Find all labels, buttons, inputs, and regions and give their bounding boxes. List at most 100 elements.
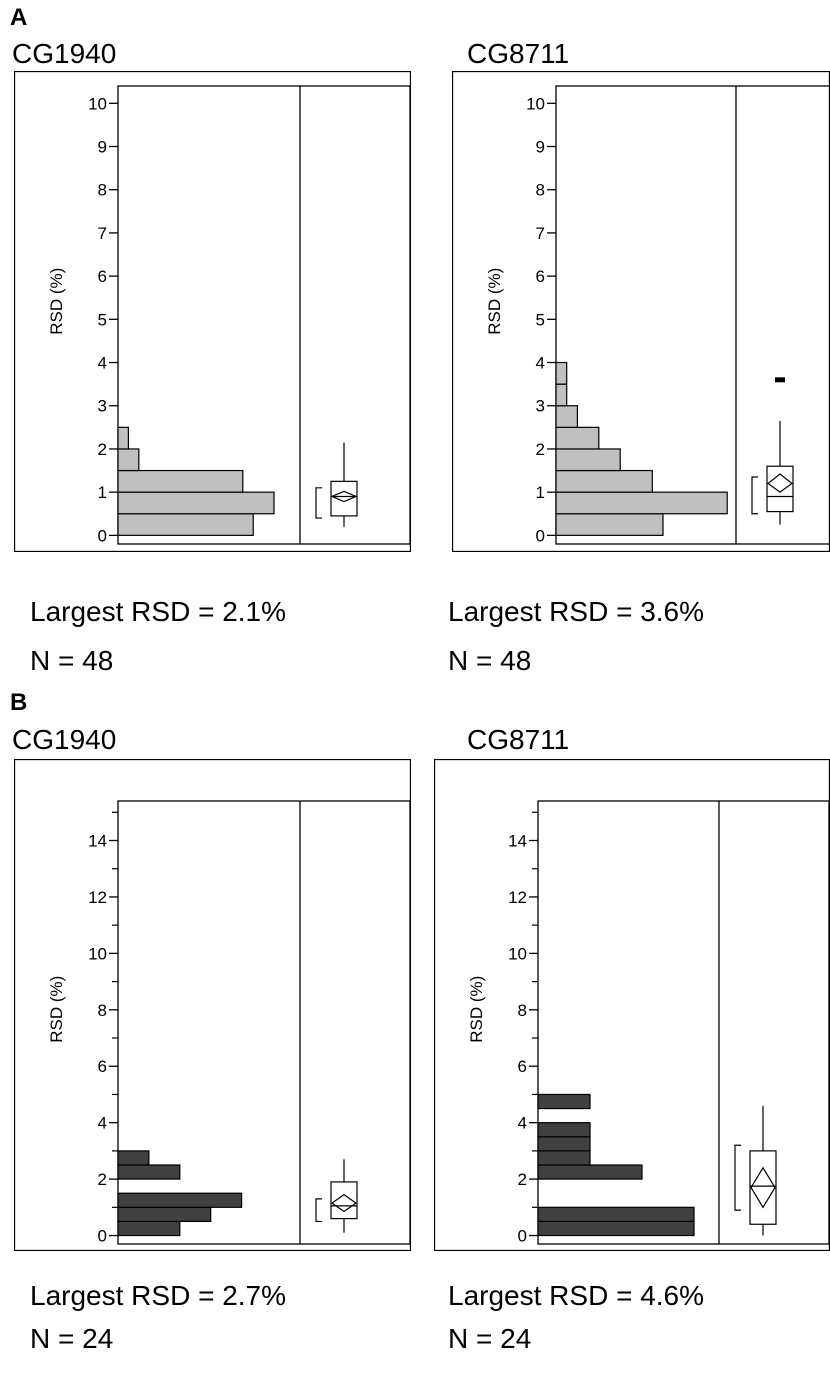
histogram-bar — [117, 426, 129, 450]
y-tick-label: 10 — [526, 94, 545, 113]
histogram-bar — [117, 513, 254, 536]
plot-frame — [117, 800, 411, 1245]
box-iqr — [330, 480, 358, 517]
y-tick-label: 1 — [98, 483, 107, 502]
y-tick-label: 4 — [98, 1114, 107, 1133]
largest-rsd-label: Largest RSD = 4.6% — [448, 1280, 705, 1311]
outer-frame — [14, 759, 411, 1251]
y-tick-label: 7 — [98, 224, 107, 243]
y-tick-label: 2 — [536, 440, 545, 459]
largest-rsd-label: Largest RSD = 2.7% — [30, 1280, 287, 1311]
chart-title: CG8711 — [467, 38, 570, 69]
mean-diamond — [767, 473, 793, 493]
histogram-bar — [537, 1206, 695, 1223]
outlier-mark — [775, 377, 785, 383]
largest-rsd-label: Largest RSD = 2.1% — [30, 596, 287, 627]
histogram-boxplot-chart: 0 2 4 6 8 10 12 14 RSD (%) — [434, 759, 830, 1251]
histogram-boxplot-chart: 0 1 2 3 4 5 6 7 8 9 10 RSD (%) — [14, 71, 411, 552]
histogram-bar — [555, 513, 664, 536]
histogram-bar — [117, 1220, 181, 1237]
histogram-bar — [555, 448, 621, 472]
histogram-bar — [537, 1220, 695, 1237]
shortest-half-bracket — [315, 1198, 322, 1223]
y-axis-label: RSD (%) — [485, 268, 504, 335]
histogram-bar — [555, 426, 600, 450]
y-tick-label: 9 — [536, 137, 545, 156]
y-tick-label: 5 — [536, 310, 545, 329]
y-tick-label: 4 — [518, 1114, 527, 1133]
histogram-bar — [117, 1164, 181, 1180]
chart-title: CG8711 — [467, 724, 570, 755]
y-tick-label: 6 — [98, 267, 107, 286]
y-tick-label: 0 — [536, 526, 545, 545]
y-tick-label: 8 — [98, 1001, 107, 1020]
n-label: N = 24 — [448, 1323, 532, 1354]
n-label: N = 48 — [448, 645, 532, 676]
histogram-bar — [537, 1150, 591, 1166]
y-tick-label: 14 — [88, 832, 107, 851]
histogram-bar — [555, 491, 728, 515]
y-tick-label: 2 — [98, 440, 107, 459]
box-iqr — [766, 465, 794, 513]
y-tick-label: 0 — [518, 1227, 527, 1246]
chart-title: CG1940 — [12, 724, 117, 755]
largest-rsd-label: Largest RSD = 3.6% — [448, 596, 705, 627]
n-label: N = 24 — [30, 1323, 114, 1354]
mean-diamond — [330, 1193, 358, 1213]
y-tick-label: 6 — [536, 267, 545, 286]
box-iqr — [749, 1150, 777, 1225]
y-tick-label: 7 — [536, 224, 545, 243]
plot-frame — [555, 85, 830, 545]
y-tick-label: 0 — [98, 526, 107, 545]
y-tick-label: 6 — [518, 1057, 527, 1076]
histogram-bar — [537, 1122, 591, 1138]
y-tick-label: 10 — [88, 94, 107, 113]
histogram-bar — [537, 1093, 591, 1110]
histogram-bar — [537, 1164, 643, 1180]
histogram-bar — [117, 1206, 212, 1223]
histogram-bar — [555, 383, 568, 407]
y-tick-label: 4 — [536, 354, 545, 373]
shortest-half-bracket — [751, 476, 758, 515]
histogram-bar — [117, 1150, 150, 1166]
y-tick-label: 0 — [98, 1227, 107, 1246]
panel-letter-a: A — [10, 4, 28, 31]
histogram-bar — [555, 361, 568, 385]
y-tick-label: 8 — [536, 181, 545, 200]
histogram-bar — [555, 469, 653, 493]
y-tick-label: 2 — [98, 1170, 107, 1189]
shortest-half-bracket — [734, 1144, 741, 1211]
y-tick-label: 6 — [98, 1057, 107, 1076]
y-tick-label: 10 — [88, 944, 107, 963]
y-tick-label: 10 — [508, 944, 527, 963]
histogram-bar — [117, 491, 275, 515]
y-tick-label: 14 — [508, 832, 527, 851]
histogram-bar — [117, 1192, 243, 1208]
mean-diamond — [330, 490, 358, 503]
y-axis-label: RSD (%) — [47, 268, 66, 335]
histogram-bar — [537, 1136, 591, 1152]
y-tick-label: 3 — [536, 397, 545, 416]
y-tick-label: 12 — [508, 888, 527, 907]
chart-title: CG1940 — [12, 38, 117, 69]
n-label: N = 48 — [30, 645, 114, 676]
shortest-half-bracket — [315, 487, 322, 519]
y-tick-label: 4 — [98, 354, 107, 373]
histogram-bar — [555, 405, 578, 428]
mean-diamond — [750, 1166, 776, 1209]
panel-letter-b: B — [10, 689, 28, 716]
y-tick-label: 8 — [98, 181, 107, 200]
histogram-bar — [117, 448, 140, 472]
y-tick-label: 12 — [88, 888, 107, 907]
y-tick-label: 3 — [98, 397, 107, 416]
y-tick-label: 2 — [518, 1170, 527, 1189]
y-axis-label: RSD (%) — [467, 976, 486, 1043]
y-tick-label: 5 — [98, 310, 107, 329]
plot-frame — [537, 800, 830, 1245]
y-tick-label: 8 — [518, 1001, 527, 1020]
y-axis-label: RSD (%) — [47, 976, 66, 1043]
y-tick-label: 9 — [98, 137, 107, 156]
y-tick-label: 1 — [536, 483, 545, 502]
histogram-bar — [117, 469, 244, 493]
histogram-boxplot-chart: 0 1 2 3 4 5 6 7 8 9 10 RSD (%) — [452, 71, 830, 552]
